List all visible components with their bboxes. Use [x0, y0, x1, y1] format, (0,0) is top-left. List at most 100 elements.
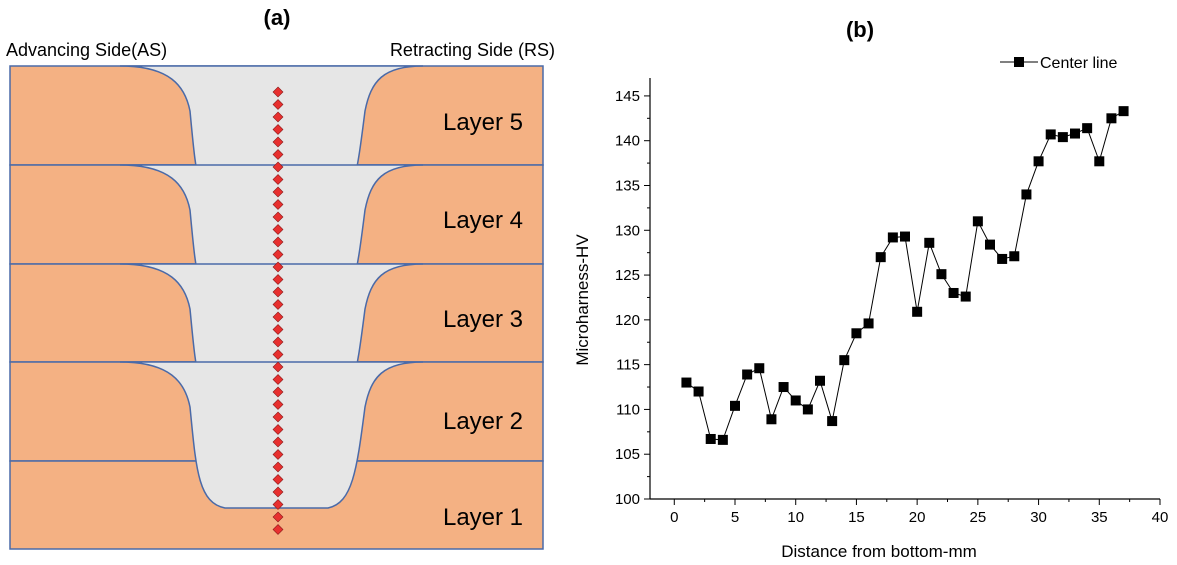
hardness-marker [272, 349, 284, 360]
hardness-marker [272, 249, 284, 260]
data-point [1070, 128, 1080, 139]
data-point [1021, 189, 1032, 200]
chart-title: (b) [846, 17, 874, 42]
retracting-side-label: Retracting Side (RS) [390, 40, 555, 60]
data-point [766, 414, 777, 425]
hardness-marker [272, 124, 284, 135]
x-tick-label: 35 [1091, 509, 1108, 526]
hardness-marker [272, 474, 284, 485]
panel-a-schematic: (a) Advancing Side(AS) Retracting Side (… [6, 5, 555, 550]
hardness-marker [272, 449, 284, 460]
hardness-marker [272, 299, 284, 310]
x-tick-label: 0 [670, 509, 678, 526]
legend-marker [1014, 57, 1024, 67]
layer-labels: Layer 5 Layer 4 Layer 3 Layer 2 Layer 1 [443, 109, 523, 531]
chart-axes: 0 5 10 15 20 25 30 35 40 100 105 110 115 120 125 130 135… [615, 78, 1168, 526]
data-point [960, 291, 971, 302]
data-point [802, 404, 813, 415]
hardness-marker [272, 336, 284, 348]
hardness-marker [272, 236, 284, 248]
x-axis-label: Distance from bottom-mm [781, 542, 977, 561]
y-tick-label: 105 [615, 446, 640, 463]
data-point [681, 377, 692, 388]
hardness-marker [272, 436, 284, 448]
hardness-marker [272, 224, 284, 235]
y-tick-label: 135 [615, 177, 640, 194]
data-point [875, 252, 886, 263]
data-point [900, 231, 910, 242]
hardness-marker [272, 274, 284, 285]
advancing-side-label: Advancing Side(AS) [6, 40, 167, 60]
data-point [754, 363, 765, 374]
y-axis-label: Microharness-HV [573, 234, 592, 366]
y-tick-label: 130 [615, 222, 640, 239]
y-tick-label: 115 [616, 357, 640, 374]
data-point [972, 216, 983, 227]
hardness-marker [272, 486, 284, 498]
layer-label: Layer 4 [443, 207, 523, 234]
data-point [912, 306, 923, 317]
data-point [924, 237, 935, 248]
layer-label: Layer 3 [443, 306, 523, 333]
data-point [1009, 251, 1020, 262]
hardness-marker [272, 461, 284, 473]
data-point [693, 386, 704, 397]
hardness-markers [272, 86, 284, 535]
chart-legend: Center line [1000, 55, 1117, 72]
data-point [839, 355, 850, 366]
hardness-marker [272, 174, 284, 185]
data-point [997, 253, 1008, 264]
hardness-marker [272, 374, 284, 385]
data-point [717, 434, 728, 445]
data-point [1045, 129, 1056, 140]
hardness-marker [272, 186, 284, 198]
panel-a-label: (a) [264, 5, 291, 30]
hardness-marker [272, 111, 284, 123]
data-point [948, 287, 959, 298]
x-tick-label: 15 [848, 509, 865, 526]
data-point [985, 239, 995, 250]
x-tick-label: 25 [970, 509, 987, 526]
hardness-marker [272, 149, 284, 160]
hardness-marker [272, 286, 284, 298]
layer-label: Layer 2 [443, 408, 523, 435]
hardness-marker [272, 324, 284, 335]
data-point [851, 328, 862, 339]
y-tick-label: 110 [616, 401, 640, 418]
y-tick-label: 140 [615, 133, 640, 150]
data-point [936, 269, 947, 280]
layers-group [9, 65, 544, 550]
x-tick-label: 30 [1030, 509, 1047, 526]
y-tick-label: 120 [615, 312, 640, 329]
layer-label: Layer 5 [443, 109, 523, 136]
hardness-marker [272, 524, 284, 535]
hardness-marker [272, 211, 284, 223]
data-point [1033, 156, 1044, 167]
data-point [887, 232, 898, 243]
layer-label: Layer 1 [443, 504, 523, 531]
legend-label: Center line [1040, 55, 1117, 72]
hardness-marker [272, 361, 284, 373]
data-point [778, 382, 789, 393]
hardness-marker [272, 411, 284, 423]
series-center-line [681, 106, 1129, 445]
hardness-marker [272, 399, 284, 410]
series-line [686, 110, 1124, 441]
hardness-marker [272, 86, 284, 98]
data-point [827, 416, 838, 427]
data-point [742, 369, 753, 380]
data-point [790, 395, 801, 406]
hardness-marker [272, 511, 284, 523]
y-tick-label: 100 [615, 491, 640, 508]
hardness-marker [272, 136, 284, 148]
x-tick-label: 40 [1152, 509, 1169, 526]
x-tick-label: 20 [909, 509, 926, 526]
data-point [705, 433, 716, 444]
data-point [1057, 132, 1068, 143]
data-point [1094, 156, 1105, 167]
hardness-marker [272, 161, 284, 173]
data-point [863, 318, 874, 329]
y-tick-label: 145 [615, 88, 640, 105]
y-tick-label: 125 [615, 267, 640, 284]
x-tick-label: 5 [731, 509, 739, 526]
